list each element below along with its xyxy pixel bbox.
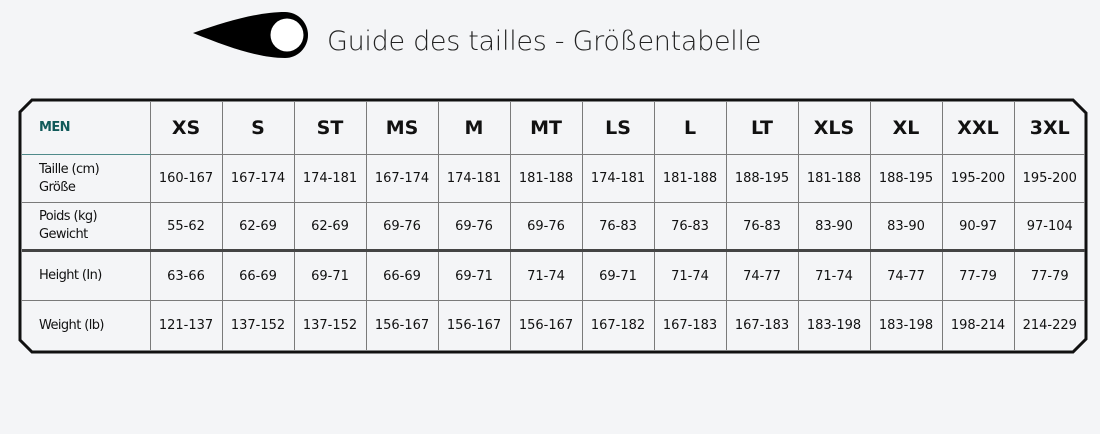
table-cell: 83-90	[869, 202, 943, 252]
table-cell: 195-200	[941, 154, 1015, 203]
size-header-xls: XLS	[797, 102, 871, 155]
table-cell: 69-71	[437, 250, 511, 301]
table-cell: 174-181	[581, 154, 655, 203]
table-cell: 156-167	[365, 300, 439, 350]
table-cell: 69-76	[365, 202, 439, 252]
table-row: Weight (lb) 121-137 137-152 137-152 156-167 1…	[22, 300, 1085, 350]
size-header-xl: XL	[869, 102, 943, 155]
table-cell: 167-174	[365, 154, 439, 203]
table-cell: 174-181	[293, 154, 367, 203]
table-cell: 63-66	[149, 250, 223, 301]
table-cell: 188-195	[725, 154, 799, 203]
size-header-m: M	[437, 102, 511, 155]
table-cell: 90-97	[941, 202, 1015, 252]
row-label-primary: Taille (cm)	[39, 161, 100, 177]
row-label: Taille (cm) Größe	[22, 154, 151, 203]
table-cell: 77-79	[941, 250, 1015, 301]
table-cell: 77-79	[1013, 250, 1085, 301]
table-cell: 74-77	[869, 250, 943, 301]
table-cell: 71-74	[653, 250, 727, 301]
size-header-lt: LT	[725, 102, 799, 155]
table-cell: 156-167	[509, 300, 583, 350]
table-cell: 156-167	[437, 300, 511, 350]
row-label-primary: Weight (lb)	[39, 317, 104, 333]
table-cell: 181-188	[653, 154, 727, 203]
size-chart-table: MEN XS S ST MS M MT LS L LT XLS XL XXL 3XL Taille (c…	[22, 102, 1085, 350]
table-cell: 76-83	[653, 202, 727, 252]
page-title: Guide des tailles - Größentabelle	[327, 26, 762, 57]
teardrop-logo-icon	[193, 12, 308, 58]
size-header-row: MEN XS S ST MS M MT LS L LT XLS XL XXL 3XL	[22, 102, 1085, 155]
table-row: Poids (kg) Gewicht 55-62 62-69 62-69 69-76 69-…	[22, 202, 1085, 252]
table-cell: 167-183	[725, 300, 799, 350]
row-label-primary: Height (In)	[39, 268, 102, 283]
table-cell: 183-198	[869, 300, 943, 350]
men-label: MEN	[22, 102, 151, 155]
size-header-xs: XS	[149, 102, 223, 155]
table-cell: 167-183	[653, 300, 727, 350]
size-header-st: ST	[293, 102, 367, 155]
row-label-secondary: Gewicht	[39, 227, 88, 242]
size-header-ls: LS	[581, 102, 655, 155]
table-cell: 167-182	[581, 300, 655, 350]
row-label-secondary: Größe	[39, 179, 76, 195]
table-cell: 188-195	[869, 154, 943, 203]
table-cell: 62-69	[293, 202, 367, 252]
size-header-mt: MT	[509, 102, 583, 155]
table-cell: 121-137	[149, 300, 223, 350]
row-label: Height (In)	[22, 250, 151, 301]
table-cell: 97-104	[1013, 202, 1085, 252]
table-cell: 66-69	[365, 250, 439, 301]
table-cell: 62-69	[221, 202, 295, 252]
table-cell: 69-76	[509, 202, 583, 252]
table-cell: 71-74	[509, 250, 583, 301]
table-cell: 181-188	[797, 154, 871, 203]
table-cell: 174-181	[437, 154, 511, 203]
size-header-ms: MS	[365, 102, 439, 155]
table-row: Height (In) 63-66 66-69 69-71 66-69 69-71 71-7…	[22, 250, 1085, 301]
table-cell: 167-174	[221, 154, 295, 203]
table-cell: 198-214	[941, 300, 1015, 350]
table-cell: 137-152	[293, 300, 367, 350]
table-cell: 69-71	[293, 250, 367, 301]
row-label: Weight (lb)	[22, 300, 151, 350]
table-cell: 71-74	[797, 250, 871, 301]
size-header-l: L	[653, 102, 727, 155]
table-cell: 195-200	[1013, 154, 1085, 203]
table-cell: 160-167	[149, 154, 223, 203]
table-cell: 83-90	[797, 202, 871, 252]
table-cell: 214-229	[1013, 300, 1085, 350]
table-cell: 69-71	[581, 250, 655, 301]
size-header-xxl: XXL	[941, 102, 1015, 155]
table-cell: 76-83	[581, 202, 655, 252]
table-cell: 74-77	[725, 250, 799, 301]
table-cell: 183-198	[797, 300, 871, 350]
table-cell: 66-69	[221, 250, 295, 301]
size-header-s: S	[221, 102, 295, 155]
table-cell: 181-188	[509, 154, 583, 203]
size-header-3xl: 3XL	[1013, 102, 1085, 155]
table-cell: 137-152	[221, 300, 295, 350]
table-row: Taille (cm) Größe 160-167 167-174 174-181 167…	[22, 154, 1085, 203]
table-cell: 69-76	[437, 202, 511, 252]
table-cell: 76-83	[725, 202, 799, 252]
row-label-primary: Poids (kg)	[39, 209, 98, 224]
table-cell: 55-62	[149, 202, 223, 252]
row-label: Poids (kg) Gewicht	[22, 202, 151, 252]
